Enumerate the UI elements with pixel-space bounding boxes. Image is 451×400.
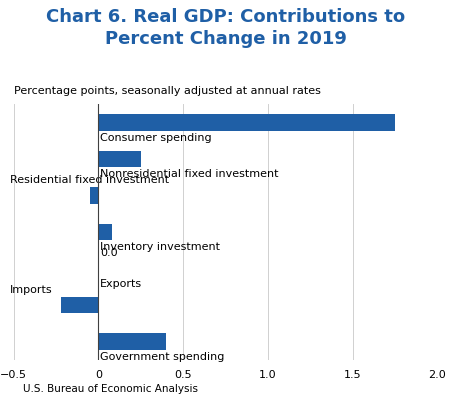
- Text: Inventory investment: Inventory investment: [100, 242, 220, 252]
- Text: Chart 6. Real GDP: Contributions to
Percent Change in 2019: Chart 6. Real GDP: Contributions to Perc…: [46, 8, 405, 48]
- Bar: [61, 297, 98, 313]
- Text: U.S. Bureau of Economic Analysis: U.S. Bureau of Economic Analysis: [23, 384, 198, 394]
- Text: Government spending: Government spending: [100, 352, 225, 362]
- Text: 0.0: 0.0: [100, 248, 118, 258]
- Text: Consumer spending: Consumer spending: [100, 132, 212, 142]
- Bar: [98, 334, 166, 350]
- Text: Residential fixed investment: Residential fixed investment: [10, 175, 169, 185]
- Bar: [98, 224, 112, 240]
- Text: Exports: Exports: [100, 279, 142, 289]
- Bar: [98, 151, 141, 167]
- Text: Nonresidential fixed investment: Nonresidential fixed investment: [100, 169, 279, 179]
- Bar: [90, 187, 98, 204]
- Text: Imports: Imports: [10, 285, 53, 295]
- Text: Percentage points, seasonally adjusted at annual rates: Percentage points, seasonally adjusted a…: [14, 86, 320, 96]
- Bar: [98, 114, 395, 130]
